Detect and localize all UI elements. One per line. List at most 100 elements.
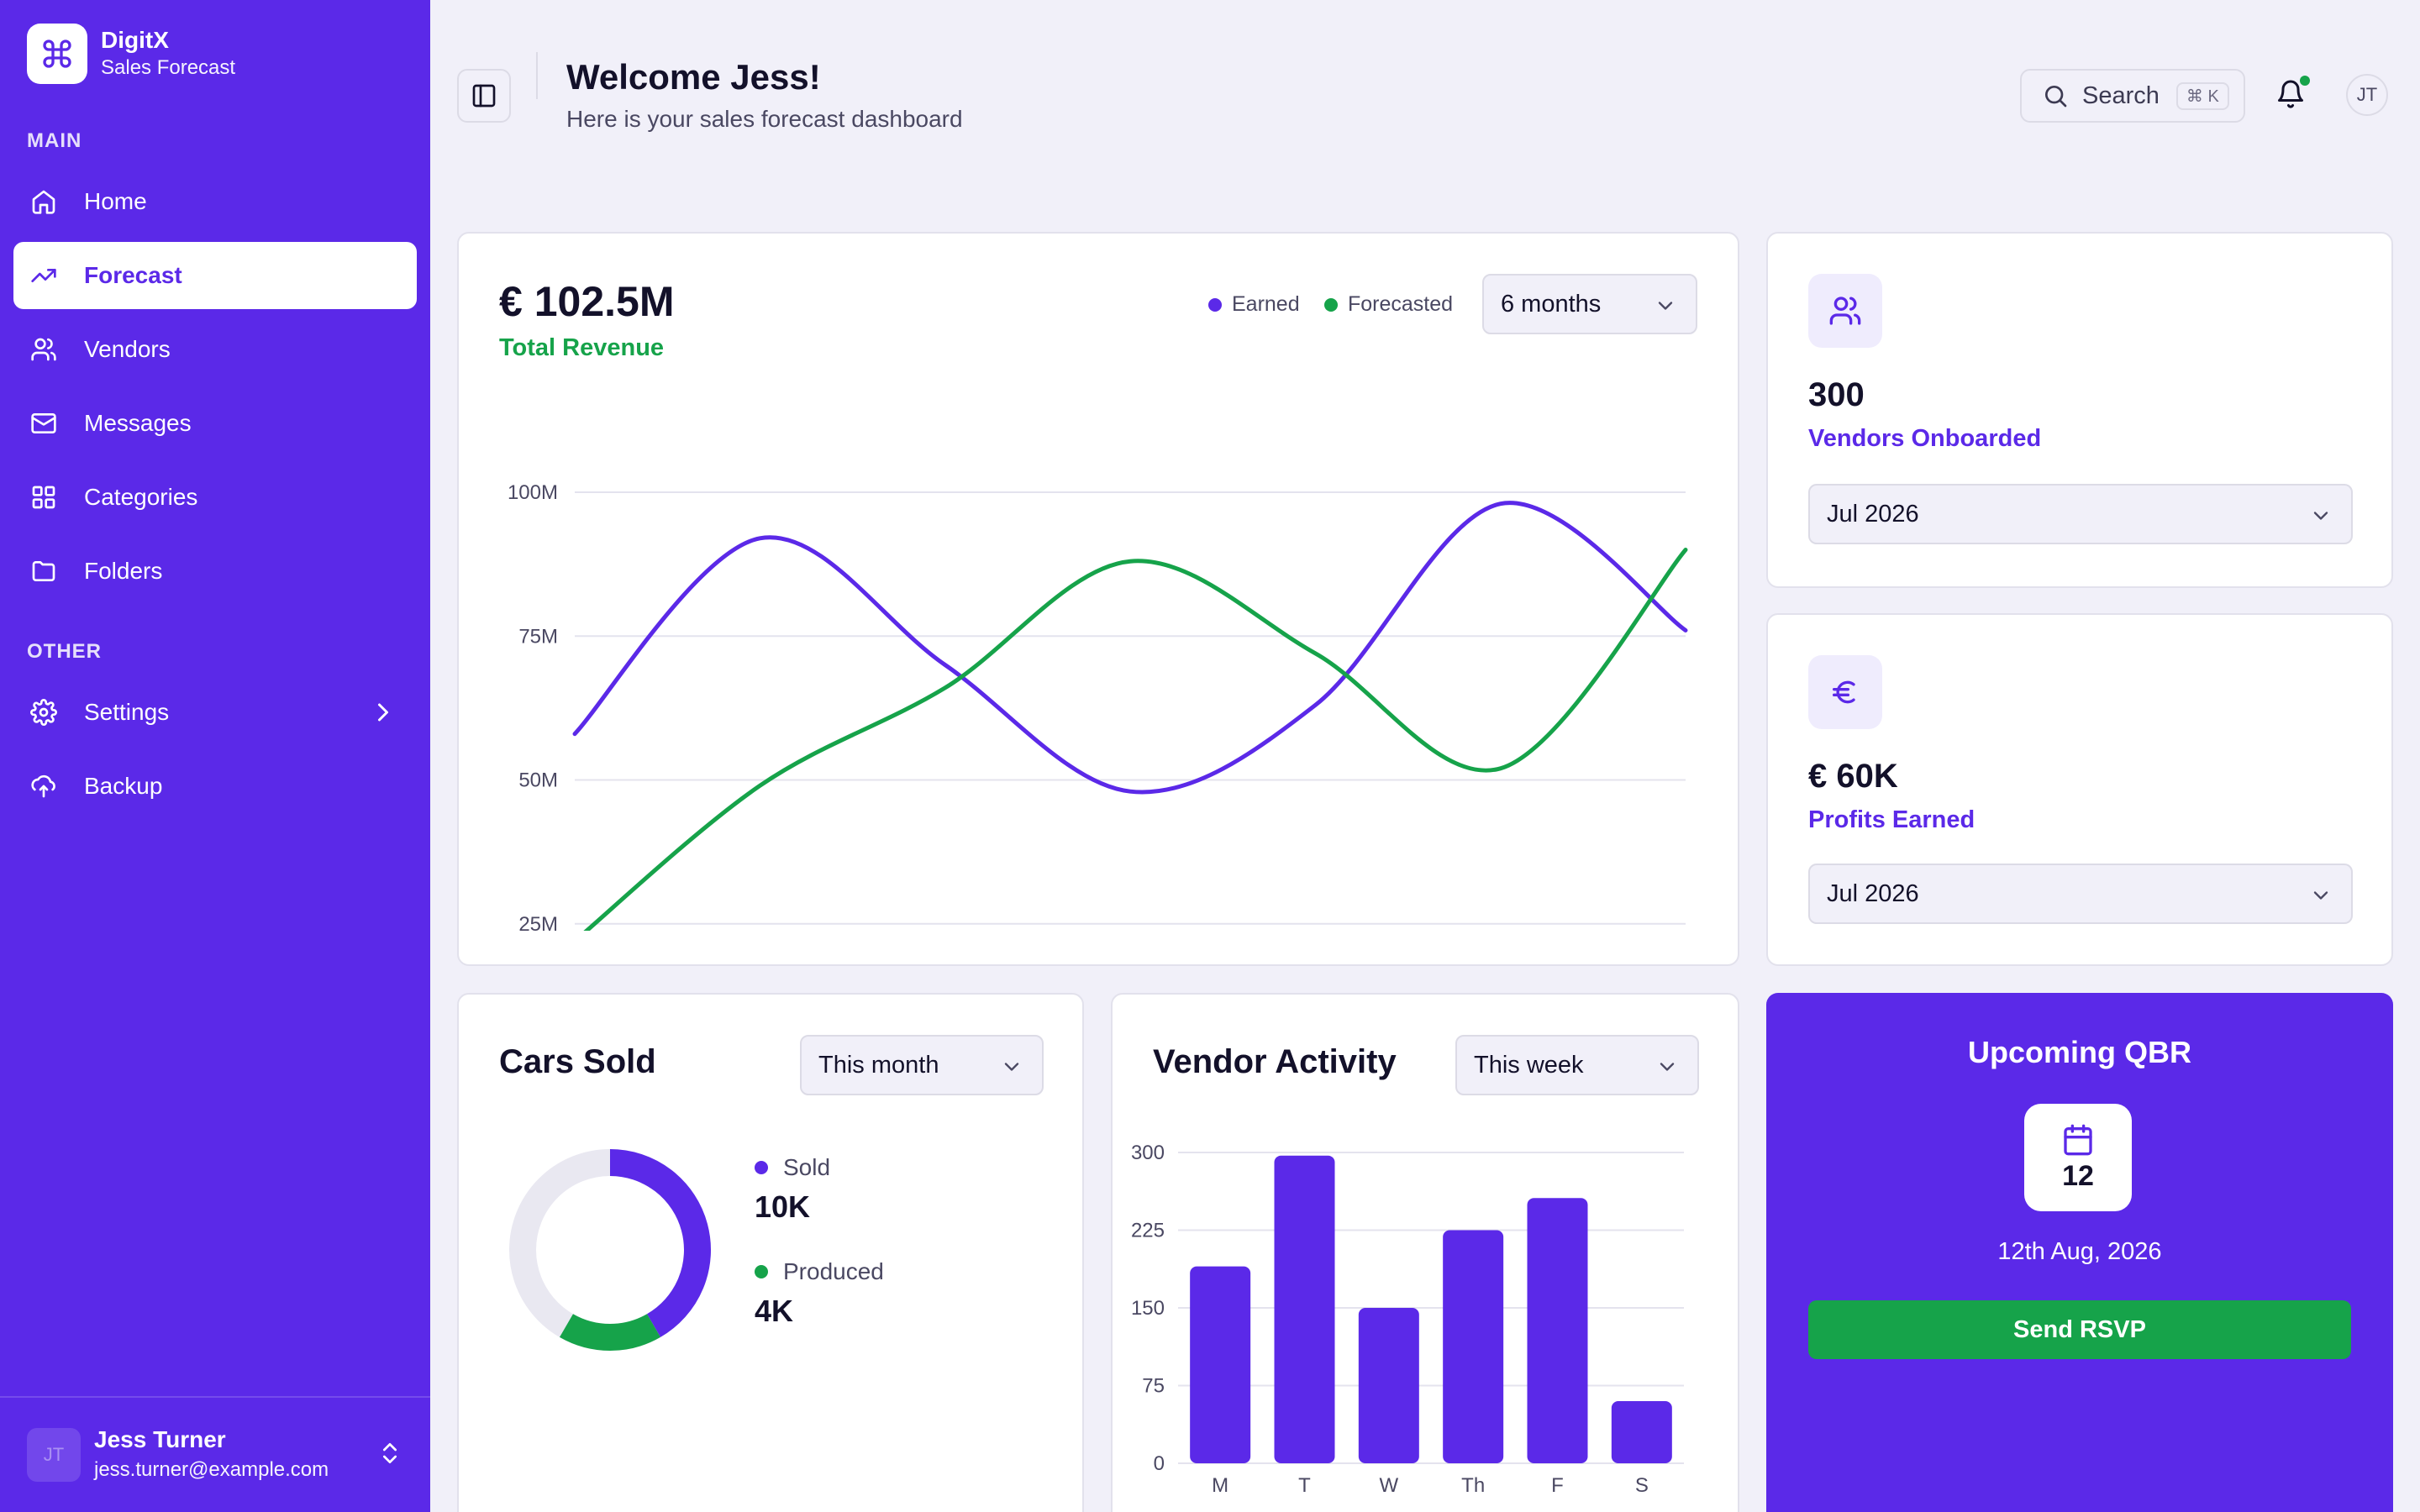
donut-slice-produced <box>560 1313 660 1351</box>
sold-value: 10K <box>755 1189 811 1224</box>
section-label-main: MAIN <box>27 129 82 152</box>
page-subtitle: Here is your sales forecast dashboard <box>566 106 963 132</box>
legend-sold: Sold <box>755 1154 830 1181</box>
calendar-badge: 12 <box>2024 1104 2132 1211</box>
select-value: Jul 2026 <box>1827 879 1919 907</box>
x-tick-label: S <box>1635 1474 1649 1497</box>
sidebar-item-forecast[interactable]: Forecast <box>13 242 417 309</box>
legend-dot-forecasted <box>1324 297 1338 312</box>
brand[interactable]: DigitX Sales Forecast <box>27 24 235 84</box>
send-rsvp-button[interactable]: Send RSVP <box>1808 1300 2351 1359</box>
chevrons-up-down-icon[interactable] <box>376 1440 403 1467</box>
vendor-activity-bar-chart: 0 75 150 225 300 M T W Th F S <box>1131 1142 1684 1497</box>
revenue-card: € 102.5M Total Revenue Earned Forecasted… <box>457 232 1739 966</box>
activity-period-select[interactable]: This week <box>1455 1035 1699 1095</box>
select-value: This month <box>818 1051 939 1079</box>
profits-earned-value: € 60K <box>1808 758 1898 795</box>
bar-f <box>1527 1198 1588 1463</box>
y-tick-label: 0 <box>1154 1452 1165 1475</box>
user-menu[interactable]: JT Jess Turner jess.turner@example.com <box>0 1396 430 1512</box>
folder-icon <box>29 556 59 586</box>
vendors-onboarded-label: Vendors Onboarded <box>1808 425 2042 452</box>
vendors-card: 300 Vendors Onboarded Jul 2026 <box>1766 232 2393 588</box>
brand-name: DigitX <box>101 27 169 53</box>
y-tick-label: 50M <box>518 769 558 792</box>
search-label: Search <box>2082 81 2160 109</box>
gear-icon <box>29 697 59 727</box>
vendors-onboarded-value: 300 <box>1808 376 1865 413</box>
y-tick-label: 225 <box>1131 1220 1165 1242</box>
bar-t <box>1274 1155 1335 1463</box>
sidebar-item-label: Home <box>84 188 147 214</box>
euro-icon <box>1808 655 1882 729</box>
home-icon <box>29 186 59 217</box>
x-tick-label: T <box>1298 1474 1311 1497</box>
legend-dot-sold <box>755 1161 768 1174</box>
user-name: Jess Turner <box>94 1426 226 1452</box>
calendar-icon <box>2061 1123 2095 1157</box>
cars-period-select[interactable]: This month <box>800 1035 1044 1095</box>
sidebar-item-label: Forecast <box>84 262 182 288</box>
legend-label: Sold <box>783 1154 831 1180</box>
bar-th <box>1443 1230 1504 1463</box>
total-revenue-label: Total Revenue <box>499 334 665 361</box>
section-label-other: OTHER <box>27 640 102 663</box>
cloud-upload-icon <box>29 771 59 801</box>
sidebar-item-settings[interactable]: Settings <box>13 679 417 746</box>
vendors-period-select[interactable]: Jul 2026 <box>1808 484 2353 544</box>
sidebar-item-messages[interactable]: Messages <box>13 390 417 457</box>
legend-forecasted: Forecasted <box>1324 292 1453 317</box>
legend-dot-produced <box>755 1265 768 1278</box>
sidebar-item-home[interactable]: Home <box>13 168 417 235</box>
y-tick-label: 300 <box>1131 1142 1165 1164</box>
series-line-earned <box>572 501 1688 795</box>
header-divider <box>536 52 538 99</box>
qbr-title: Upcoming QBR <box>1968 1035 2191 1069</box>
trending-up-icon <box>29 260 59 291</box>
sidebar-item-vendors[interactable]: Vendors <box>13 316 417 383</box>
qbr-date: 12th Aug, 2026 <box>1997 1238 2162 1265</box>
sidebar-item-label: Settings <box>84 699 170 725</box>
bar-m <box>1190 1266 1251 1463</box>
y-tick-label: 75M <box>518 625 558 648</box>
users-icon <box>29 334 59 365</box>
produced-value: 4K <box>755 1294 794 1328</box>
profits-period-select[interactable]: Jul 2026 <box>1808 864 2353 924</box>
legend-label: Forecasted <box>1348 292 1454 316</box>
sidebar-item-label: Vendors <box>84 336 171 362</box>
bell-icon[interactable] <box>2275 79 2306 109</box>
profits-earned-label: Profits Earned <box>1808 806 1975 833</box>
sidebar-item-label: Categories <box>84 484 198 510</box>
x-tick-label: F <box>1551 1474 1564 1497</box>
revenue-line-chart: 0M25M50M75M100MFebMarAprMayJunJulAug <box>508 481 1688 931</box>
notification-dot <box>2300 76 2310 86</box>
chevron-down-icon <box>1655 1055 1679 1079</box>
vendor-activity-card: Vendor Activity This week 0 75 150 225 300 M T… <box>1111 993 1739 1512</box>
vendor-activity-title: Vendor Activity <box>1153 1043 1397 1080</box>
sidebar-item-categories[interactable]: Categories <box>13 464 417 531</box>
select-value: Jul 2026 <box>1827 500 1919 528</box>
mail-icon <box>29 408 59 438</box>
series-line-forecasted <box>583 548 1688 931</box>
bar-s <box>1611 1401 1672 1463</box>
cars-donut-chart <box>509 1149 711 1351</box>
sidebar-toggle-button[interactable] <box>457 69 511 123</box>
search-button[interactable]: Search ⌘ K <box>2020 69 2245 123</box>
y-tick-label: 150 <box>1131 1297 1165 1320</box>
legend-label: Produced <box>783 1258 884 1284</box>
legend-produced: Produced <box>755 1258 884 1285</box>
brand-subtitle: Sales Forecast <box>101 56 236 79</box>
sidebar-item-backup[interactable]: Backup <box>13 753 417 820</box>
sidebar-item-folders[interactable]: Folders <box>13 538 417 605</box>
chevron-down-icon <box>2309 504 2333 528</box>
page-title: Welcome Jess! <box>566 57 821 97</box>
total-revenue-value: € 102.5M <box>499 278 675 325</box>
select-value: 6 months <box>1501 290 1602 318</box>
sidebar: DigitX Sales Forecast MAIN Home Forecast… <box>0 0 430 1512</box>
avatar[interactable]: JT <box>2346 74 2388 116</box>
select-value: This week <box>1474 1051 1584 1079</box>
search-icon <box>2042 82 2069 109</box>
command-icon <box>27 24 87 84</box>
legend-label: Earned <box>1232 292 1300 316</box>
revenue-period-select[interactable]: 6 months <box>1482 274 1697 334</box>
